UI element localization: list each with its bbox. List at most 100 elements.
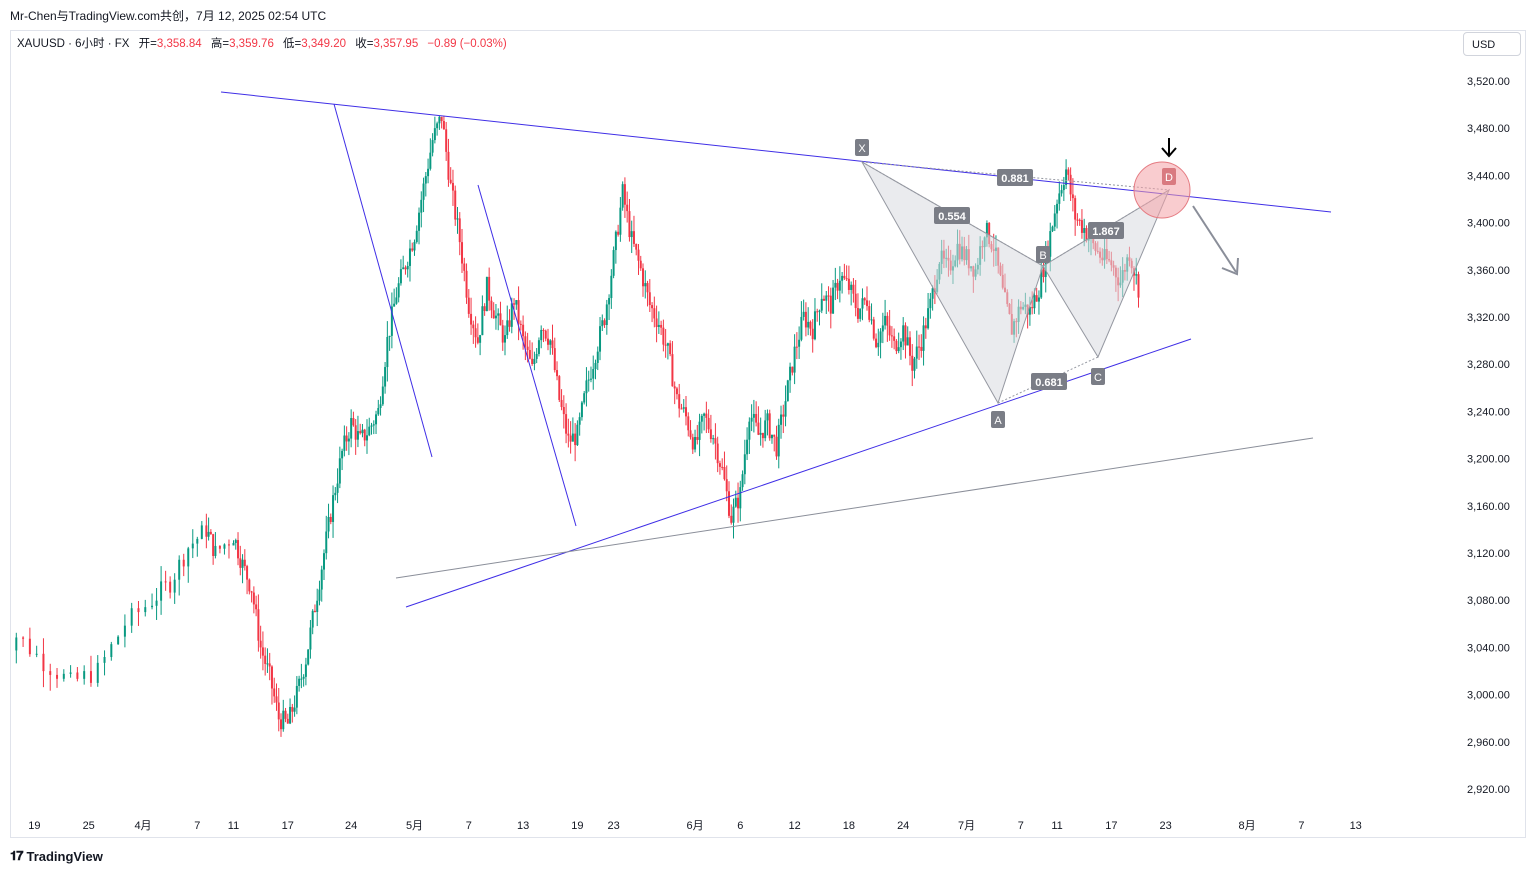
- y-tick-label: 3,480.00: [1467, 123, 1510, 135]
- candle-body: [476, 337, 479, 343]
- candle-body: [671, 354, 674, 387]
- candle-body: [899, 341, 902, 348]
- candle-body: [241, 559, 244, 568]
- point-x-label-text: X: [858, 143, 866, 155]
- down-leg-1: [333, 103, 433, 458]
- candle-body: [372, 424, 375, 426]
- tradingview-logo[interactable]: 𝟏𝟕 TradingView: [10, 849, 103, 864]
- candle-body: [212, 534, 215, 556]
- y-tick-label: 3,000.00: [1467, 690, 1510, 702]
- candle-body: [130, 608, 133, 626]
- candle-body: [782, 414, 785, 417]
- candle-body: [700, 415, 703, 422]
- candle-body: [214, 545, 217, 556]
- x-tick-label: 17: [282, 820, 294, 832]
- chart-header-title: Mr-Chen与TradingView.com共创，7月 12, 2025 02…: [10, 9, 327, 23]
- candle-body: [752, 413, 755, 418]
- candle-body: [178, 559, 181, 580]
- candle-body: [703, 413, 706, 416]
- candle-body: [1085, 228, 1088, 241]
- y-tick-label: 3,080.00: [1467, 595, 1510, 607]
- candle-body: [485, 276, 488, 312]
- candle-body: [811, 328, 814, 340]
- low-label: 低=: [283, 38, 302, 50]
- candle-body: [807, 321, 810, 328]
- candle-body: [553, 348, 556, 371]
- ratio-xb-label: 0.554: [934, 207, 970, 224]
- candle-body: [329, 516, 332, 522]
- candle-body: [488, 276, 491, 301]
- candle-body: [635, 243, 638, 250]
- candle-body: [411, 248, 414, 251]
- candle-body: [1137, 274, 1140, 298]
- candle-body: [504, 335, 506, 343]
- x-tick-label: 7: [1018, 820, 1024, 832]
- candle-body: [637, 249, 640, 261]
- candle-body: [252, 592, 255, 605]
- point-b-label-box: [1036, 246, 1050, 263]
- candle-body: [714, 438, 717, 444]
- candle-body: [628, 211, 631, 238]
- candle-body: [902, 325, 905, 342]
- candle-body: [293, 707, 296, 712]
- candle-body: [402, 267, 405, 270]
- x-tick-label: 7: [466, 820, 472, 832]
- candle-body: [277, 702, 280, 720]
- point-d-label: D: [1162, 168, 1176, 185]
- candle-body: [838, 280, 841, 291]
- candle-body: [691, 437, 694, 450]
- candle-body: [712, 438, 715, 440]
- candle-body: [363, 429, 366, 441]
- candle-body: [1080, 220, 1083, 233]
- candle-body: [522, 324, 525, 337]
- candle-body: [497, 313, 500, 316]
- candle-body: [298, 678, 301, 686]
- candle-body: [123, 625, 126, 637]
- symbol-name[interactable]: XAUUSD · 6小时 · FX: [17, 38, 130, 50]
- candle-body: [467, 297, 470, 314]
- candle-body: [390, 306, 393, 336]
- candle-body: [870, 319, 873, 321]
- candle-body: [234, 540, 237, 544]
- candle-body: [517, 300, 520, 324]
- candle-body: [696, 437, 699, 440]
- candle-body: [436, 123, 439, 129]
- candle-body: [270, 666, 273, 689]
- candle-body: [275, 696, 278, 703]
- candle-body: [15, 637, 18, 651]
- low-value: 3,349.20: [301, 38, 347, 50]
- point-x-label: X: [855, 139, 869, 156]
- candle-body: [535, 353, 538, 359]
- candle-body: [62, 673, 65, 679]
- candle-body: [327, 516, 330, 532]
- y-tick-label: 3,200.00: [1467, 454, 1510, 466]
- harmonic-xd-dotted: [861, 161, 1170, 191]
- candle-body: [343, 435, 346, 451]
- projection-arrow-head-icon: [1221, 257, 1239, 276]
- candle-body: [716, 443, 719, 464]
- currency-selector-button[interactable]: USD: [1463, 32, 1521, 56]
- x-tick-label: 17: [1105, 820, 1117, 832]
- candle-body: [1083, 228, 1086, 233]
- candle-body: [608, 298, 611, 305]
- x-tick-label: 6: [737, 820, 743, 832]
- candle-body: [576, 424, 579, 446]
- candle-body: [859, 308, 862, 319]
- y-tick-label: 3,360.00: [1467, 265, 1510, 277]
- x-tick-label: 23: [1160, 820, 1172, 832]
- candle-body: [773, 434, 776, 437]
- candle-body: [384, 367, 387, 387]
- candle-body: [626, 204, 629, 212]
- candle-body: [1069, 174, 1072, 195]
- candle-body: [248, 579, 251, 592]
- candle-body: [761, 432, 764, 439]
- candle-body: [196, 538, 199, 544]
- candle-body: [709, 429, 712, 440]
- ratio-ac-label-box: [1031, 373, 1067, 390]
- y-tick-label: 3,440.00: [1467, 170, 1510, 182]
- point-a-label-text: A: [994, 415, 1002, 427]
- candle-body: [449, 179, 452, 183]
- x-tick-label: 8月: [1239, 820, 1256, 832]
- point-c-label-text: C: [1094, 372, 1102, 384]
